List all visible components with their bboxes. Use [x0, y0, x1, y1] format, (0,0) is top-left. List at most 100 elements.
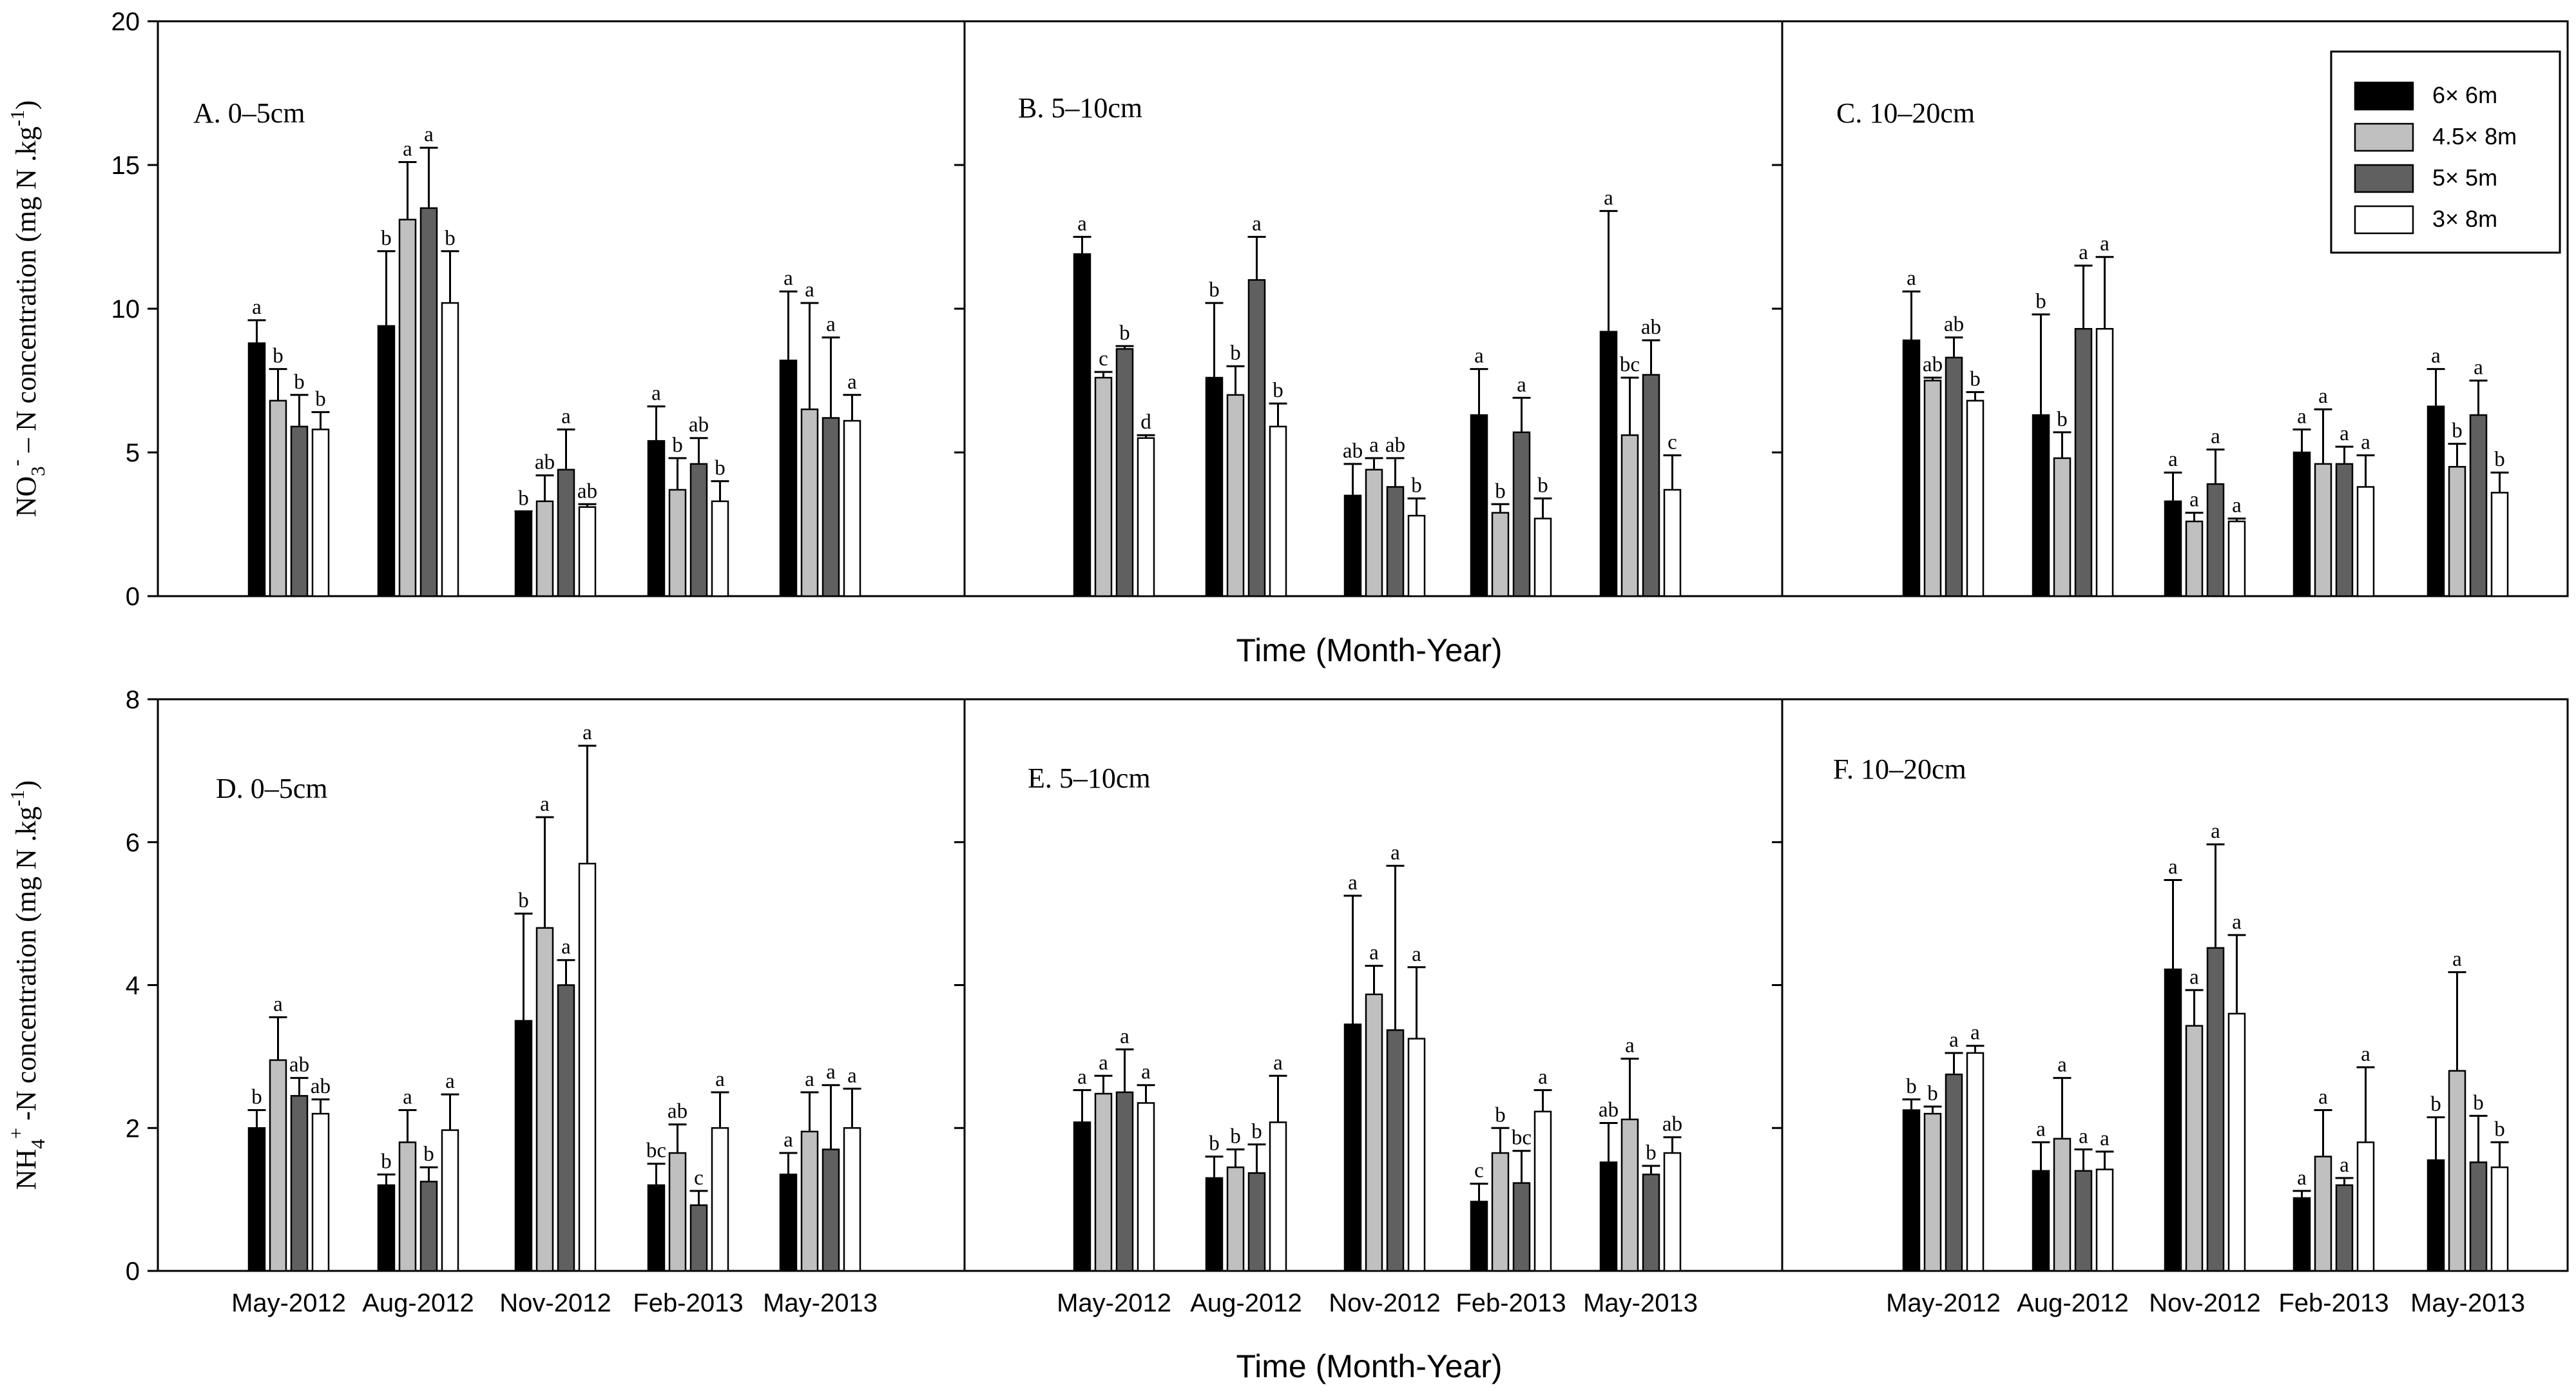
significance-letter: a [783, 1128, 793, 1152]
bar-Aug-2012-4 [1269, 1121, 1287, 1272]
x-tick-label: Feb-2013 [1456, 1289, 1566, 1317]
bar-Feb-2013-2 [1491, 1152, 1510, 1272]
significance-letter: bc [1512, 1127, 1532, 1150]
significance-letter: a [252, 296, 262, 319]
significance-letter: a [2211, 820, 2220, 843]
significance-letter: b [1230, 342, 1241, 365]
y-axis-title-part-1: NO [10, 476, 42, 518]
bar-May-2012-1 [1902, 339, 1921, 597]
bar-May-2012-1 [1902, 1109, 1921, 1272]
significance-letter: a [1907, 267, 1916, 290]
significance-letter: b [2494, 1118, 2505, 1141]
bar-Nov-2012-1 [2164, 500, 2182, 597]
significance-letter: a [2361, 431, 2370, 454]
legend-swatch-3 [2354, 164, 2414, 193]
y-axis-title-part-3: + [5, 1128, 27, 1139]
panels-layer: NO3- – N concentration (mg N .kg-1)05101… [5, 8, 2569, 1317]
significance-letter: a [2079, 241, 2088, 264]
significance-letter: a [445, 1070, 455, 1093]
bar-Feb-2013-2 [668, 1152, 687, 1272]
bar-Feb-2013-3 [1512, 431, 1531, 597]
bar-Aug-2012-4 [441, 1129, 459, 1272]
bar-Nov-2012-3 [1386, 486, 1405, 597]
significance-letter: c [1099, 347, 1108, 371]
significance-letter: b [1495, 1103, 1506, 1127]
significance-letter: b [1537, 474, 1548, 497]
bar-Aug-2012-3 [419, 1181, 438, 1272]
bar-Aug-2012-1 [377, 325, 396, 597]
bar-Nov-2012-2 [535, 927, 554, 1272]
x-tick-label: Nov-2012 [1329, 1289, 1440, 1317]
significance-letter: ab [1385, 434, 1405, 457]
y-axis-title-part-5: -1 [6, 789, 28, 806]
significance-letter: a [1538, 1065, 1548, 1089]
bar-May-2012-4 [1137, 437, 1155, 597]
bar-Aug-2012-3 [419, 207, 438, 597]
bar-May-2013-4 [2490, 1166, 2509, 1272]
y-axis-title-part-6: ) [10, 780, 42, 790]
significance-letter: a [561, 405, 571, 428]
significance-letter: a [403, 138, 412, 161]
bar-May-2012-2 [269, 1059, 287, 1272]
significance-letter: a [1604, 186, 1613, 209]
significance-letter: a [2361, 1043, 2370, 1066]
significance-letter: a [1412, 943, 1421, 966]
bar-Nov-2012-3 [1386, 1029, 1405, 1272]
bar-Aug-2012-1 [1205, 1177, 1224, 1272]
significance-letter: a [1517, 373, 1526, 396]
significance-letter: b [2035, 290, 2046, 313]
y-axis-title-part-2: 4 [26, 1139, 49, 1149]
bar-May-2012-2 [1094, 1092, 1113, 1272]
significance-letter: a [1077, 213, 1087, 236]
bar-Feb-2013-1 [1470, 414, 1488, 597]
significance-letter: a [847, 1064, 857, 1087]
bar-May-2012-3 [1115, 1091, 1134, 1272]
bar-Feb-2013-4 [711, 500, 729, 597]
significance-letter: bc [1620, 353, 1640, 376]
significance-letter: a [1348, 871, 1358, 895]
y-axis-title-part-3: - [5, 460, 27, 466]
significance-letter: c [694, 1167, 704, 1190]
bar-May-2013-3 [822, 1148, 840, 1272]
bar-May-2013-4 [843, 1127, 861, 1272]
significance-letter: b [715, 457, 726, 480]
bar-Aug-2012-4 [441, 302, 459, 597]
bar-May-2012-4 [311, 1112, 330, 1272]
bar-May-2013-2 [800, 408, 819, 597]
y-tick-label: 5 [126, 439, 140, 467]
x-tick-label: Feb-2013 [2278, 1289, 2389, 1317]
significance-letter: b [2057, 408, 2068, 431]
significance-letter: b [518, 889, 529, 913]
bar-May-2012-3 [1945, 1073, 1963, 1272]
significance-letter: a [2168, 856, 2178, 879]
significance-letter: bc [646, 1139, 666, 1163]
bar-Aug-2012-1 [377, 1184, 396, 1272]
bar-Nov-2012-2 [1365, 993, 1383, 1272]
x-axis-title-top: Time (Month-Year) [1236, 632, 1502, 668]
bar-Nov-2012-4 [1407, 1038, 1426, 1272]
significance-letter: b [1495, 479, 1506, 503]
bar-Aug-2012-3 [2074, 327, 2093, 597]
legend-label-1: 6× 6m [2432, 82, 2497, 108]
y-tick-label: 2 [126, 1114, 140, 1143]
bar-Nov-2012-4 [2227, 1012, 2246, 1272]
significance-letter: a [1390, 841, 1400, 864]
x-tick-label: Nov-2012 [499, 1289, 611, 1317]
significance-letter: b [381, 227, 392, 250]
significance-letter: b [1209, 278, 1220, 302]
panel-label: B. 5–10cm [1018, 92, 1142, 124]
y-tick-label: 20 [111, 8, 140, 36]
x-axis-title-bottom: Time (Month-Year) [1236, 1348, 1502, 1384]
y-tick-label: 10 [111, 295, 140, 324]
significance-letter: ab [1944, 313, 1964, 336]
bar-Feb-2013-4 [1533, 518, 1552, 597]
bar-May-2013-3 [2469, 1161, 2488, 1272]
bar-May-2013-2 [1620, 434, 1639, 597]
bar-May-2012-3 [1115, 348, 1134, 597]
